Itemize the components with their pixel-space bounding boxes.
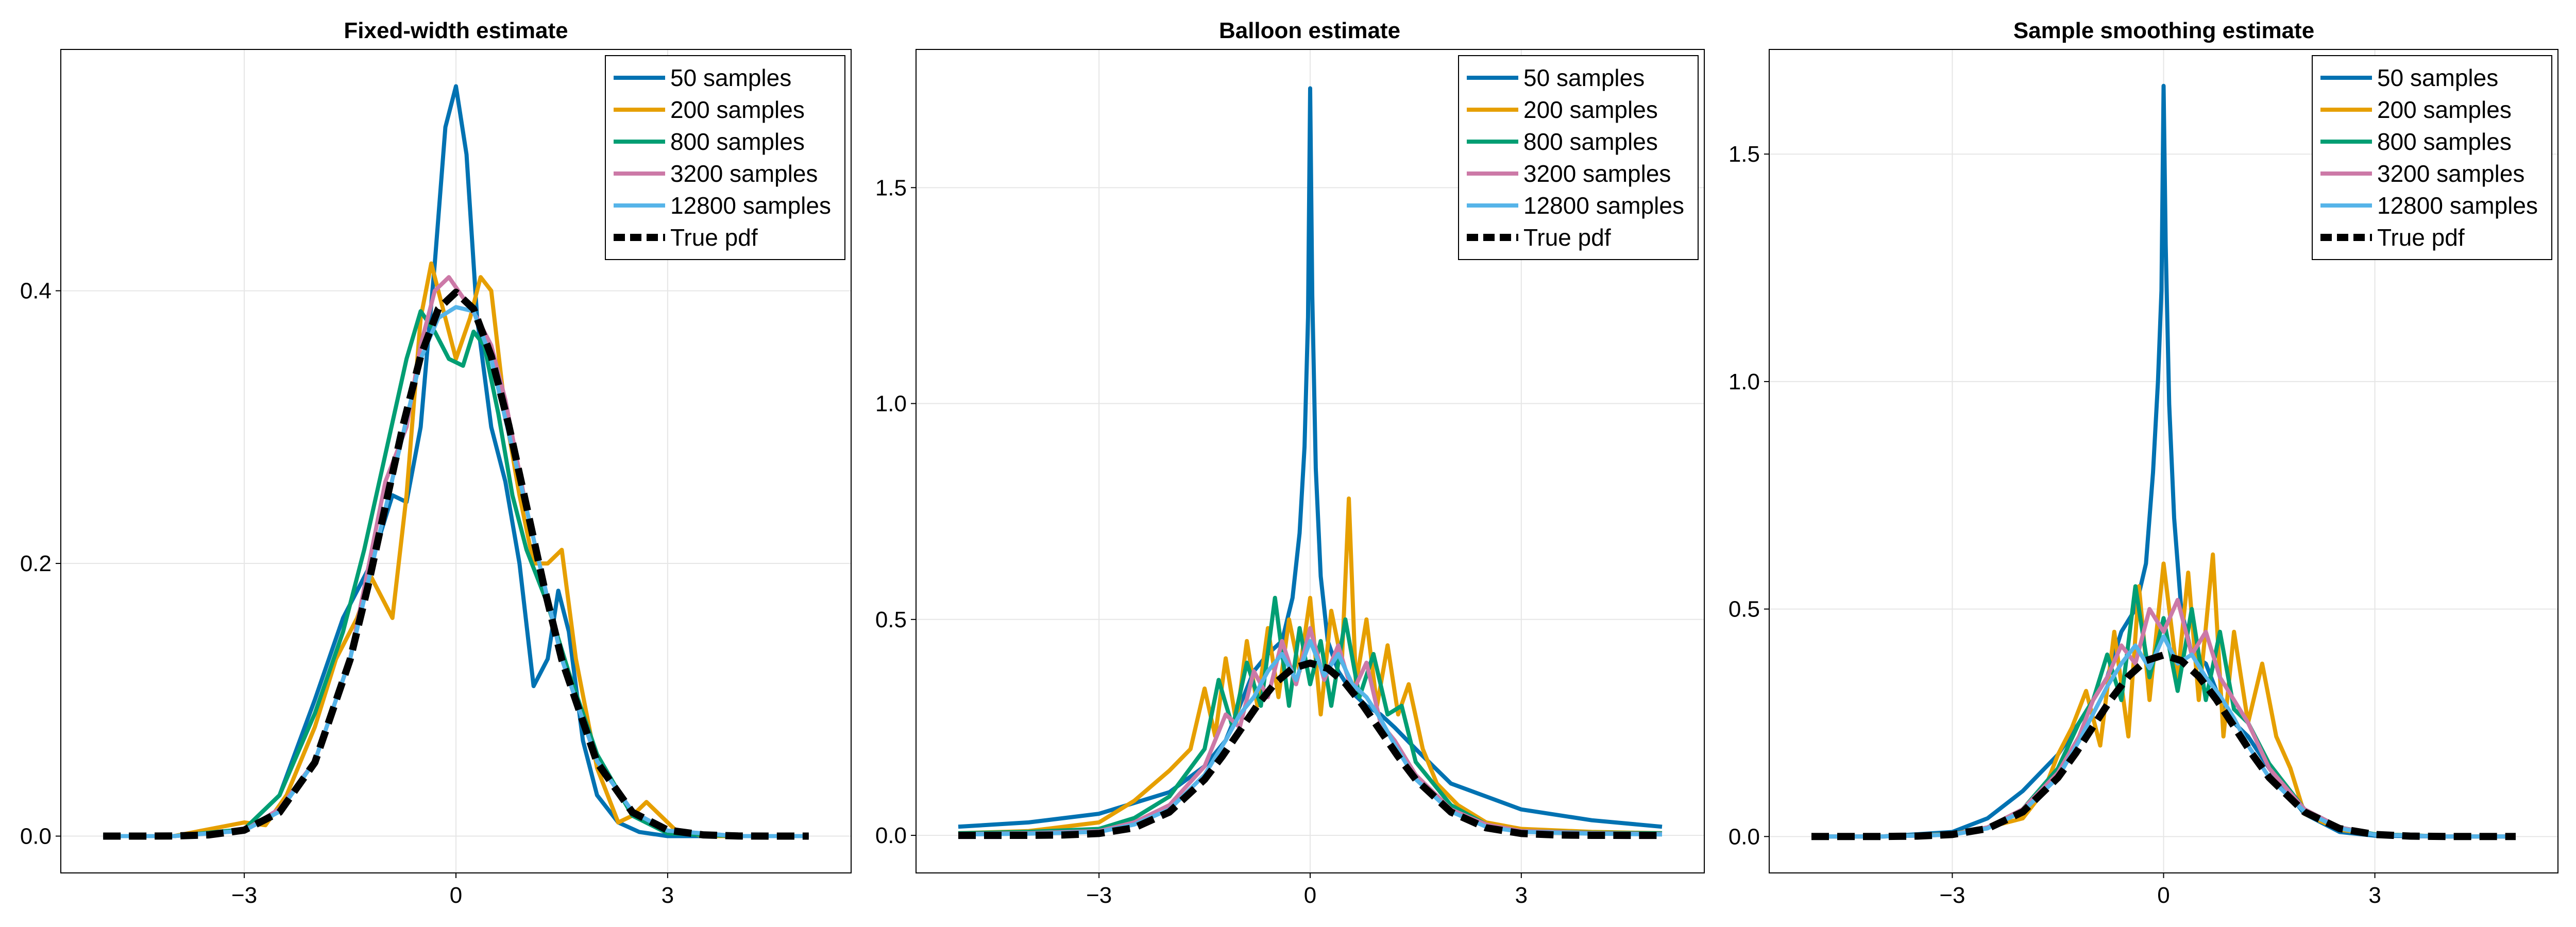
x-tick-label: −3 bbox=[1939, 883, 1965, 908]
legend-box bbox=[1458, 55, 1699, 260]
y-tick-label: 1.0 bbox=[1728, 369, 1760, 394]
y-tick-label: 1.5 bbox=[875, 175, 907, 200]
y-tick-label: 0.0 bbox=[875, 823, 907, 848]
y-tick-label: 0.0 bbox=[1728, 824, 1760, 849]
panel-balloon: Balloon estimate −3 0 3 0.0 0.5 1.0 1.5 50 samp… bbox=[875, 18, 1705, 908]
series-line-200-samples bbox=[103, 261, 809, 838]
legend-label: 3200 samples bbox=[2377, 160, 2524, 187]
plot-area bbox=[1811, 83, 2516, 840]
legend: 50 samples 200 samples 800 samples 3200 sam… bbox=[1458, 55, 1699, 260]
legend: 50 samples 200 samples 800 samples 3200 sam… bbox=[605, 55, 845, 260]
legend: 50 samples 200 samples 800 samples 3200 sam… bbox=[2312, 55, 2552, 260]
legend-label: 50 samples bbox=[2377, 64, 2498, 91]
x-tick-label: 0 bbox=[2157, 883, 2170, 908]
legend-label: True pdf bbox=[2377, 224, 2465, 251]
legend-label: 12800 samples bbox=[1523, 192, 1684, 219]
series-line-800-samples bbox=[958, 595, 1663, 835]
legend-label: 50 samples bbox=[1523, 64, 1645, 91]
x-tick-label: −3 bbox=[231, 883, 257, 908]
series-line-true-pdf bbox=[103, 288, 809, 840]
y-tick-label: 1.5 bbox=[1728, 142, 1760, 167]
legend-box bbox=[605, 55, 845, 260]
x-tick-label: 0 bbox=[1304, 883, 1316, 908]
legend-label: 50 samples bbox=[670, 64, 791, 91]
legend-label: True pdf bbox=[670, 224, 758, 251]
legend-label: 200 samples bbox=[670, 96, 805, 123]
series-line-true-pdf bbox=[958, 659, 1662, 839]
series-line-true-pdf bbox=[1811, 651, 2516, 840]
y-tick-label: 0.5 bbox=[1728, 597, 1760, 622]
panel-sample-smoothing: Sample smoothing estimate −3 0 3 0.0 0.5 1.0 1… bbox=[1728, 18, 2558, 908]
legend-label: 800 samples bbox=[1523, 128, 1658, 155]
panel-title: Sample smoothing estimate bbox=[2013, 18, 2314, 43]
x-tick-label: 3 bbox=[662, 883, 674, 908]
y-tick-label: 0.4 bbox=[20, 279, 52, 304]
y-tick-label: 0.0 bbox=[20, 824, 52, 849]
y-tick-label: 0.2 bbox=[20, 551, 52, 576]
plot-area bbox=[958, 86, 1663, 839]
x-tick-label: 3 bbox=[2368, 883, 2381, 908]
legend-label: 800 samples bbox=[2377, 128, 2512, 155]
legend-box bbox=[2312, 55, 2552, 260]
panel-fixed-width: Fixed-width estimate −3 0 3 0.0 0.2 0.4 50 sam… bbox=[20, 18, 852, 908]
x-tick-label: 0 bbox=[450, 883, 462, 908]
x-tick-label: 3 bbox=[1515, 883, 1528, 908]
y-tick-label: 1.0 bbox=[875, 391, 907, 417]
legend-label: 12800 samples bbox=[2377, 192, 2538, 219]
panel-title: Fixed-width estimate bbox=[344, 18, 568, 43]
legend-label: 3200 samples bbox=[1523, 160, 1671, 187]
legend-label: 800 samples bbox=[670, 128, 805, 155]
plot-area bbox=[103, 84, 809, 840]
y-tick-label: 0.5 bbox=[875, 607, 907, 632]
legend-label: 200 samples bbox=[1523, 96, 1658, 123]
x-tick-label: −3 bbox=[1086, 883, 1112, 908]
legend-label: 12800 samples bbox=[670, 192, 831, 219]
legend-label: True pdf bbox=[1523, 224, 1611, 251]
panel-title: Balloon estimate bbox=[1219, 18, 1400, 43]
legend-label: 200 samples bbox=[2377, 96, 2512, 123]
legend-label: 3200 samples bbox=[670, 160, 818, 187]
